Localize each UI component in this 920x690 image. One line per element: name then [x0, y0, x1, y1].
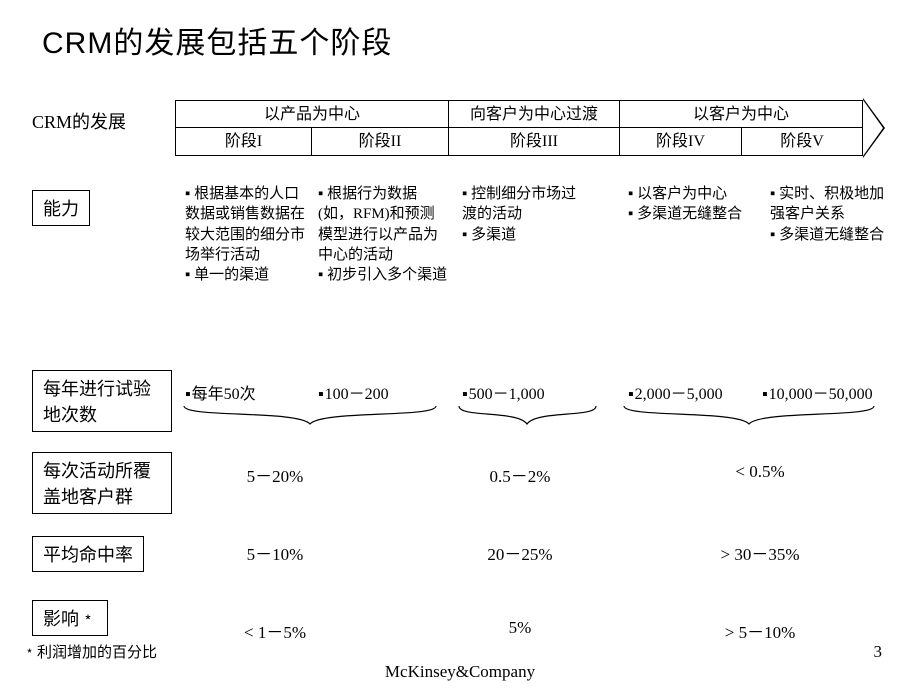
- coverage-g1: 5－20%: [215, 462, 335, 487]
- ability-item: 初步引入多个渠道: [318, 265, 448, 285]
- stage-header-band: 以产品为中心 向客户为中心过渡 以客户为中心 阶段I 阶段II 阶段III 阶段…: [175, 100, 885, 160]
- group-header-2: 向客户为中心过渡: [448, 100, 619, 128]
- row-label-ability: 能力: [32, 190, 90, 226]
- ability-item: 多渠道无缝整合: [628, 204, 748, 224]
- phase-5: 阶段V: [741, 128, 863, 156]
- row-label-coverage: 每次活动所覆盖地客户群: [32, 452, 172, 514]
- phase-4: 阶段IV: [619, 128, 741, 156]
- footer-company: McKinsey&Company: [0, 662, 920, 682]
- ability-item: 实时、积极地加强客户关系: [770, 184, 890, 225]
- arrow-tip-inner: [863, 100, 883, 156]
- ability-item: 以客户为中心: [628, 184, 748, 204]
- impact-g3: > 5－10%: [700, 618, 820, 643]
- impact-g2: 5%: [460, 618, 580, 638]
- group-header-3: 以客户为中心: [619, 100, 863, 128]
- phase-1: 阶段I: [175, 128, 311, 156]
- ability-c2: 根据行为数据(如，RFM)和预测模型进行以产品为中心的活动初步引入多个渠道: [318, 184, 448, 285]
- tests-c2: 100－200: [318, 380, 389, 404]
- group-header-1: 以产品为中心: [175, 100, 448, 128]
- hitrate-g1: 5－10%: [215, 540, 335, 565]
- ability-item: 多渠道无缝整合: [770, 225, 890, 245]
- crm-dev-label: CRM的发展: [32, 108, 126, 134]
- row-label-tests: 每年进行试验地次数: [32, 370, 172, 432]
- ability-c4: 以客户为中心多渠道无缝整合: [628, 184, 748, 225]
- ability-c5: 实时、积极地加强客户关系多渠道无缝整合: [770, 184, 890, 245]
- brace-3: [620, 404, 878, 438]
- ability-c1: 根据基本的人口数据或销售数据在较大范围的细分市场举行活动单一的渠道: [185, 184, 305, 285]
- brace-1: [180, 404, 440, 438]
- brace-2: [455, 404, 600, 438]
- page-title: CRM的发展包括五个阶段: [42, 18, 392, 62]
- ability-item: 根据基本的人口数据或销售数据在较大范围的细分市场举行活动: [185, 184, 305, 265]
- row-label-hitrate: 平均命中率: [32, 536, 144, 572]
- impact-g1: < 1－5%: [215, 618, 335, 643]
- footnote: ﹡利润增加的百分比: [22, 641, 157, 662]
- page-number: 3: [874, 642, 883, 662]
- ability-item: 多渠道: [462, 225, 582, 245]
- tests-c3: 500－1,000: [462, 380, 545, 404]
- hitrate-g2: 20－25%: [460, 540, 580, 565]
- ability-item: 控制细分市场过渡的活动: [462, 184, 582, 225]
- tests-c5: 10,000－50,000: [762, 380, 873, 404]
- ability-item: 根据行为数据(如，RFM)和预测模型进行以产品为中心的活动: [318, 184, 448, 265]
- phase-2: 阶段II: [311, 128, 448, 156]
- coverage-g3: < 0.5%: [700, 462, 820, 482]
- ability-item: 单一的渠道: [185, 265, 305, 285]
- hitrate-g3: > 30－35%: [700, 540, 820, 565]
- phase-3: 阶段III: [448, 128, 619, 156]
- tests-c1: 每年50次: [185, 380, 256, 404]
- ability-c3: 控制细分市场过渡的活动多渠道: [462, 184, 582, 245]
- row-label-impact: 影响﹡: [32, 600, 108, 636]
- coverage-g2: 0.5－2%: [460, 462, 580, 487]
- tests-c4: 2,000－5,000: [628, 380, 723, 404]
